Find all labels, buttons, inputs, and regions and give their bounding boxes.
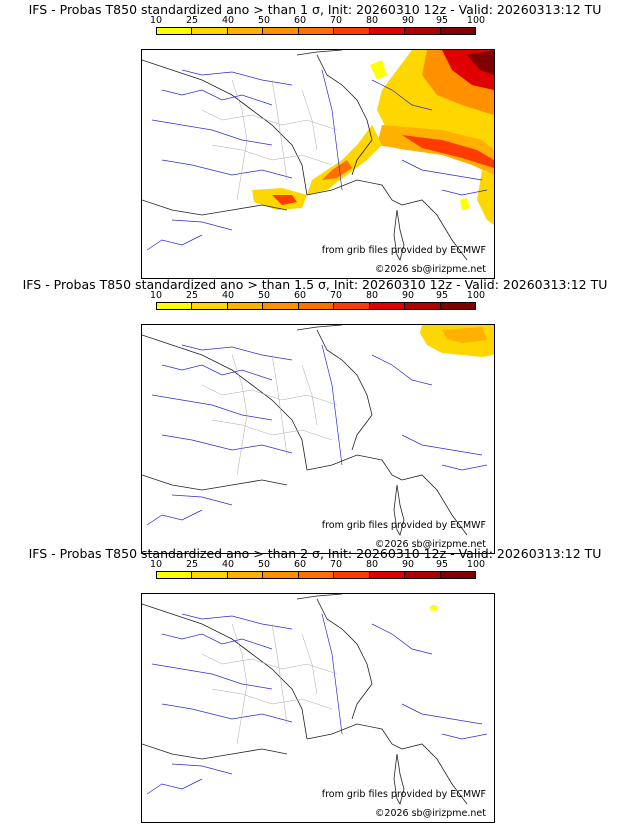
scale-tick-label: 40 (221, 559, 235, 570)
probability-map: from grib files provided by ECMWF ©2026 … (141, 49, 495, 279)
scale-swatch (192, 572, 228, 578)
panel-title: IFS - Probas T850 standardized ano > tha… (28, 2, 602, 17)
panel-title: IFS - Probas T850 standardized ano > tha… (28, 546, 602, 561)
map-panel-2: IFS - Probas T850 standardized ano > tha… (0, 277, 630, 554)
probability-map: from grib files provided by ECMWF ©2026 … (141, 593, 495, 823)
scale-tick-label: 25 (185, 290, 199, 301)
probability-map: from grib files provided by ECMWF ©2026 … (141, 324, 495, 554)
scale-swatch (369, 28, 406, 34)
scale-tick-label: 70 (329, 559, 343, 570)
scale-swatch (157, 28, 193, 34)
scale-tick-label: 100 (466, 559, 486, 570)
copyright-credit: ©2026 sb@irizpme.net (374, 539, 486, 550)
color-scale-labels: 10 25 40 50 60 70 80 90 95 100 (140, 559, 500, 571)
source-credit: from grib files provided by ECMWF (321, 520, 486, 531)
source-credit: from grib files provided by ECMWF (321, 789, 486, 800)
scale-tick-label: 10 (149, 290, 163, 301)
probability-shading (430, 605, 438, 611)
scale-tick-label: 50 (257, 559, 271, 570)
source-credit: from grib files provided by ECMWF (321, 245, 486, 256)
scale-swatch (263, 303, 299, 309)
scale-swatch (440, 572, 475, 578)
rivers (146, 69, 488, 251)
panel-title: IFS - Probas T850 standardized ano > tha… (22, 277, 608, 292)
regional-borders (201, 354, 338, 476)
scale-tick-label: 25 (185, 15, 199, 26)
scale-tick-label: 95 (435, 290, 449, 301)
scale-swatch (334, 28, 370, 34)
color-scale-labels: 10 25 40 50 60 70 80 90 95 100 (140, 15, 500, 27)
scale-tick-label: 80 (365, 559, 379, 570)
scale-swatch (369, 303, 406, 309)
color-scale-bar (156, 302, 476, 310)
map-panel-1: IFS - Probas T850 standardized ano > tha… (0, 2, 630, 279)
scale-tick-label: 25 (185, 559, 199, 570)
scale-swatch (405, 28, 441, 34)
scale-swatch (334, 303, 370, 309)
color-scale-labels: 10 25 40 50 60 70 80 90 95 100 (140, 290, 500, 302)
scale-swatch (440, 303, 475, 309)
scale-swatch (298, 572, 335, 578)
scale-swatch (369, 572, 406, 578)
scale-swatch (298, 303, 335, 309)
scale-tick-label: 100 (466, 15, 486, 26)
scale-swatch (157, 303, 193, 309)
scale-swatch (334, 572, 370, 578)
country-borders (142, 325, 468, 537)
scale-swatch (157, 572, 193, 578)
scale-swatch (227, 303, 264, 309)
scale-swatch (192, 303, 228, 309)
regional-borders (201, 79, 338, 201)
scale-tick-label: 70 (329, 290, 343, 301)
rivers (146, 344, 488, 526)
copyright-credit: ©2026 sb@irizpme.net (374, 264, 486, 275)
scale-tick-label: 60 (293, 559, 307, 570)
scale-tick-label: 90 (401, 15, 415, 26)
scale-tick-label: 10 (149, 15, 163, 26)
scale-swatch (440, 28, 475, 34)
scale-tick-label: 40 (221, 15, 235, 26)
scale-tick-label: 50 (257, 15, 271, 26)
country-borders (142, 50, 468, 262)
scale-swatch (298, 28, 335, 34)
scale-swatch (227, 28, 264, 34)
scale-swatch (405, 572, 441, 578)
scale-tick-label: 70 (329, 15, 343, 26)
map-panel-3: IFS - Probas T850 standardized ano > tha… (0, 546, 630, 823)
scale-tick-label: 80 (365, 15, 379, 26)
scale-tick-label: 50 (257, 290, 271, 301)
scale-tick-label: 40 (221, 290, 235, 301)
copyright-credit: ©2026 sb@irizpme.net (374, 808, 486, 819)
scale-tick-label: 95 (435, 15, 449, 26)
regional-borders (201, 623, 338, 745)
country-borders (142, 594, 468, 806)
color-scale-bar (156, 27, 476, 35)
scale-tick-label: 80 (365, 290, 379, 301)
scale-swatch (263, 28, 299, 34)
scale-swatch (192, 28, 228, 34)
scale-tick-label: 95 (435, 559, 449, 570)
scale-swatch (263, 572, 299, 578)
scale-tick-label: 90 (401, 290, 415, 301)
scale-tick-label: 60 (293, 290, 307, 301)
rivers (146, 613, 488, 795)
probability-shading (420, 325, 494, 357)
scale-swatch (405, 303, 441, 309)
scale-tick-label: 90 (401, 559, 415, 570)
probability-shading (252, 50, 494, 225)
scale-tick-label: 100 (466, 290, 486, 301)
scale-swatch (227, 572, 264, 578)
color-scale-bar (156, 571, 476, 579)
scale-tick-label: 10 (149, 559, 163, 570)
scale-tick-label: 60 (293, 15, 307, 26)
